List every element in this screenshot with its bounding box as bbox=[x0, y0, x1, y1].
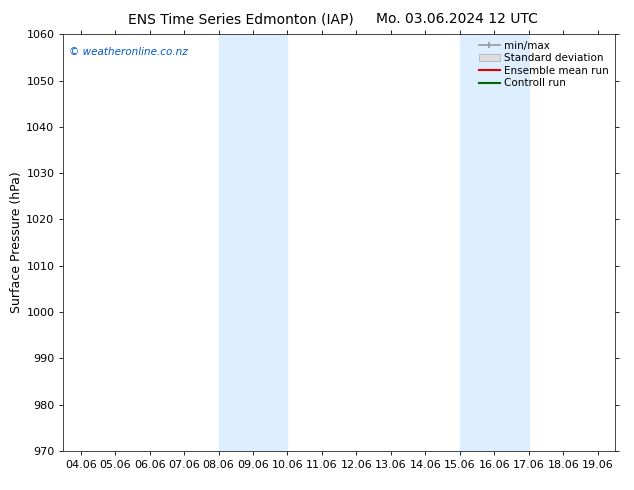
Text: ENS Time Series Edmonton (IAP): ENS Time Series Edmonton (IAP) bbox=[128, 12, 354, 26]
Y-axis label: Surface Pressure (hPa): Surface Pressure (hPa) bbox=[11, 172, 23, 314]
Legend: min/max, Standard deviation, Ensemble mean run, Controll run: min/max, Standard deviation, Ensemble me… bbox=[476, 37, 612, 92]
Bar bbox=[460, 34, 529, 451]
Bar bbox=[219, 34, 287, 451]
Text: Mo. 03.06.2024 12 UTC: Mo. 03.06.2024 12 UTC bbox=[375, 12, 538, 26]
Text: © weatheronline.co.nz: © weatheronline.co.nz bbox=[69, 47, 188, 57]
